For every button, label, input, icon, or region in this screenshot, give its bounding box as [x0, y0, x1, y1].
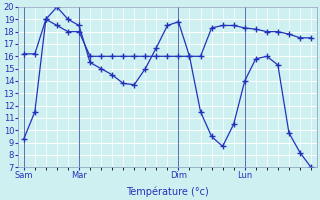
X-axis label: Température (°c): Température (°c) — [126, 186, 209, 197]
